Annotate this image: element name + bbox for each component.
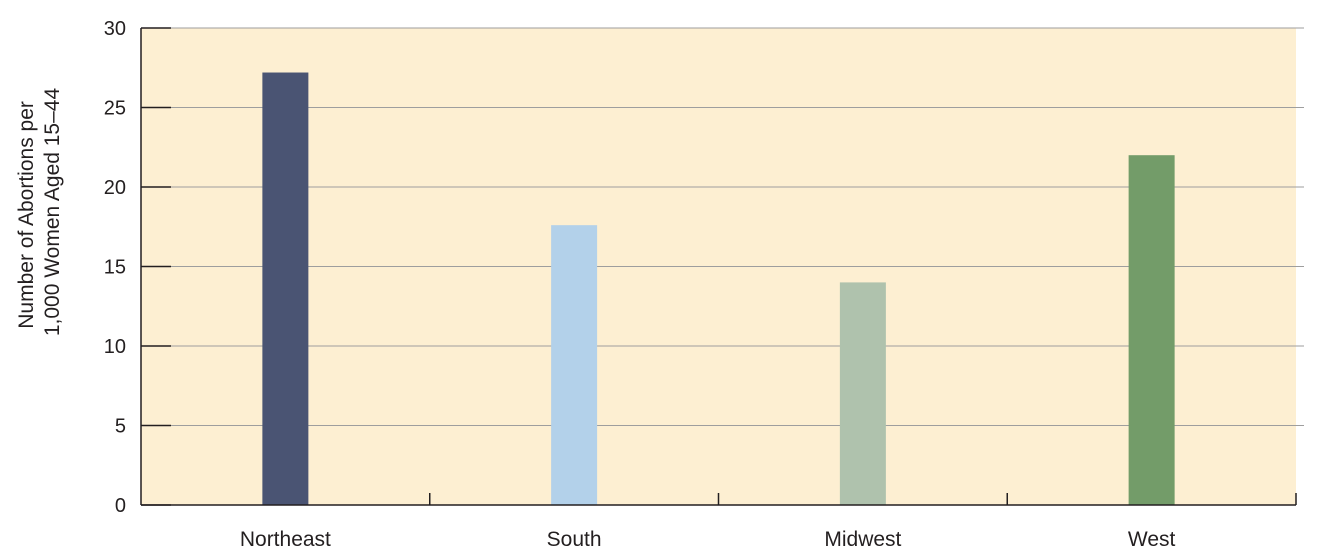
x-tick-marks xyxy=(429,493,1297,505)
y-axis-label-line-2: 1,000 Women Aged 15–44 xyxy=(41,88,64,337)
y-tick-label: 20 xyxy=(104,177,126,199)
y-tick-labels: 0 5 10 15 20 25 30 xyxy=(104,18,171,517)
category-label-west: West xyxy=(1128,528,1176,551)
y-tick-label: 30 xyxy=(104,18,126,40)
category-label-south: South xyxy=(547,528,602,551)
y-tick-label: 15 xyxy=(104,257,126,279)
bars xyxy=(262,72,1175,506)
category-labels: Northeast South Midwest West xyxy=(240,528,1176,551)
bar-northeast xyxy=(262,72,309,506)
y-tick-label: 25 xyxy=(104,98,126,120)
y-axis-label: Number of Abortions per 1,000 Women Aged… xyxy=(15,88,64,337)
y-tick-label: 0 xyxy=(115,495,126,517)
category-label-northeast: Northeast xyxy=(240,528,331,551)
bar-west xyxy=(1128,155,1175,505)
gridlines xyxy=(141,27,1304,426)
y-axis-label-line-1: Number of Abortions per xyxy=(15,101,38,329)
bar-midwest xyxy=(839,282,886,505)
category-label-midwest: Midwest xyxy=(824,528,901,551)
y-tick-label: 10 xyxy=(104,336,126,358)
y-tick-label: 5 xyxy=(115,416,126,438)
bar-south xyxy=(551,225,598,505)
